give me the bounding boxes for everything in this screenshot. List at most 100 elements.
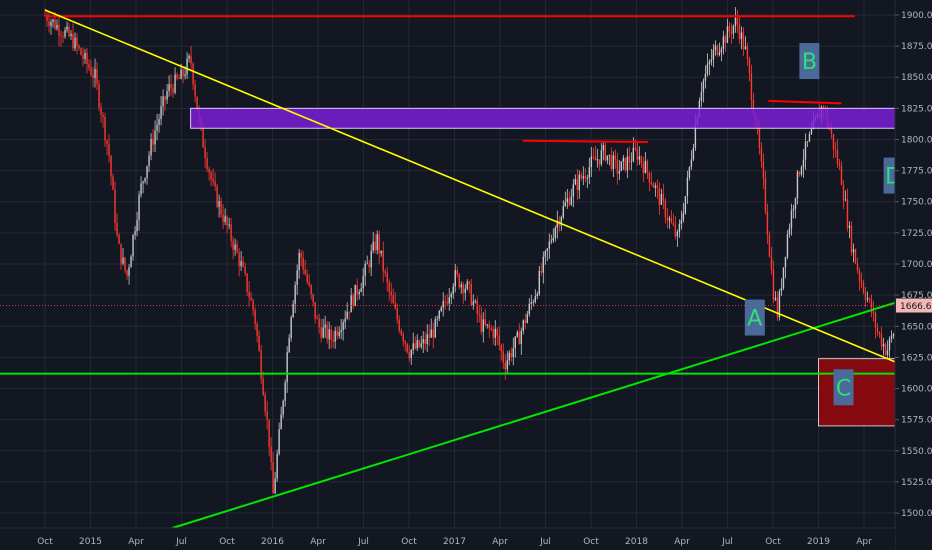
candle-body [552, 238, 555, 241]
candle-body [502, 351, 504, 363]
candle-body [732, 25, 735, 34]
candle-body [346, 311, 348, 319]
candle-body [218, 201, 220, 207]
candle-body [700, 91, 703, 101]
candle-body [702, 80, 705, 92]
x-tick-label: Apr [128, 537, 144, 547]
candle-body [86, 52, 88, 65]
candle-body [224, 216, 226, 222]
candle-body [768, 234, 771, 257]
candle-body [540, 270, 542, 273]
candle-body [494, 328, 496, 338]
candle-body [478, 313, 480, 315]
candle-body [874, 312, 877, 328]
x-tick-label: Oct [401, 537, 417, 547]
candle-body [664, 200, 667, 218]
candle-body [650, 182, 653, 185]
candle-body [880, 334, 883, 347]
candle-body [238, 252, 240, 267]
candle-body [348, 311, 350, 313]
candle-body [588, 167, 591, 178]
candle-body [78, 45, 80, 49]
candle-body [150, 139, 152, 156]
candle-body [396, 308, 398, 320]
candle-body [858, 270, 861, 281]
candle-body [330, 329, 332, 340]
candle-body [686, 177, 689, 196]
candle-body [370, 250, 372, 268]
candle-body [602, 145, 605, 151]
candle-body [568, 198, 571, 205]
candle-body [418, 340, 420, 347]
candle-body [256, 323, 258, 336]
candle-body [386, 273, 388, 283]
candle-body [860, 280, 863, 284]
candle-body [188, 55, 190, 59]
candle-body [722, 36, 725, 49]
candle-body [868, 298, 871, 300]
candle-body [328, 329, 330, 340]
candle-body [400, 330, 402, 335]
candle-body [180, 69, 182, 79]
candle-body [302, 257, 304, 270]
candle-body [316, 318, 318, 320]
candle-body [854, 249, 857, 264]
candle-body [844, 199, 847, 201]
candle-body [492, 329, 494, 338]
candle-body [882, 344, 885, 347]
candle-body [758, 127, 761, 149]
annotation-label: B [802, 50, 817, 75]
candle-body [752, 99, 755, 114]
candle-body [766, 211, 769, 235]
candle-body [654, 185, 657, 188]
candle-body [152, 139, 154, 145]
candle-body [476, 301, 478, 314]
candle-body [104, 116, 106, 141]
candle-body [272, 462, 274, 494]
candle-body [66, 26, 68, 31]
candle-body [680, 219, 683, 224]
annotation-c: C [833, 369, 854, 406]
y-tick-label: 1550.00 [901, 447, 932, 457]
candle-body [52, 19, 54, 22]
candle-body [604, 145, 607, 161]
candle-body [456, 270, 458, 275]
candle-body [318, 318, 320, 328]
candle-body [394, 303, 396, 309]
candle-body [312, 294, 314, 302]
candle-body [96, 69, 98, 84]
candle-body [368, 263, 370, 268]
candle-body [780, 287, 783, 292]
candle-body [372, 241, 374, 251]
candle-body [574, 179, 577, 185]
candle-body [796, 171, 799, 199]
x-tick-label: 2018 [625, 537, 648, 547]
candle-body [446, 302, 448, 304]
candle-body [162, 96, 164, 107]
candle-body [582, 176, 585, 179]
candle-body [350, 295, 352, 313]
candle-body [166, 91, 168, 100]
candle-body [862, 283, 865, 293]
y-tick-label: 1775.00 [901, 167, 932, 177]
candle-body [638, 156, 641, 160]
candle-body [158, 119, 160, 125]
y-tick-label: 1800.00 [901, 135, 932, 145]
candle-body [830, 129, 833, 134]
candle-body [338, 332, 340, 336]
candle-body [672, 222, 675, 226]
candle-body [640, 156, 643, 164]
x-tick-label: Jul [539, 537, 551, 547]
candle-body [384, 271, 386, 274]
candle-body [888, 338, 891, 351]
candle-body [168, 84, 170, 92]
candle-body [464, 288, 466, 294]
candle-body [62, 36, 64, 37]
candle-body [708, 61, 711, 65]
candle-body [864, 292, 867, 300]
y-tick-label: 1700.00 [901, 260, 932, 270]
candle-body [518, 332, 520, 345]
